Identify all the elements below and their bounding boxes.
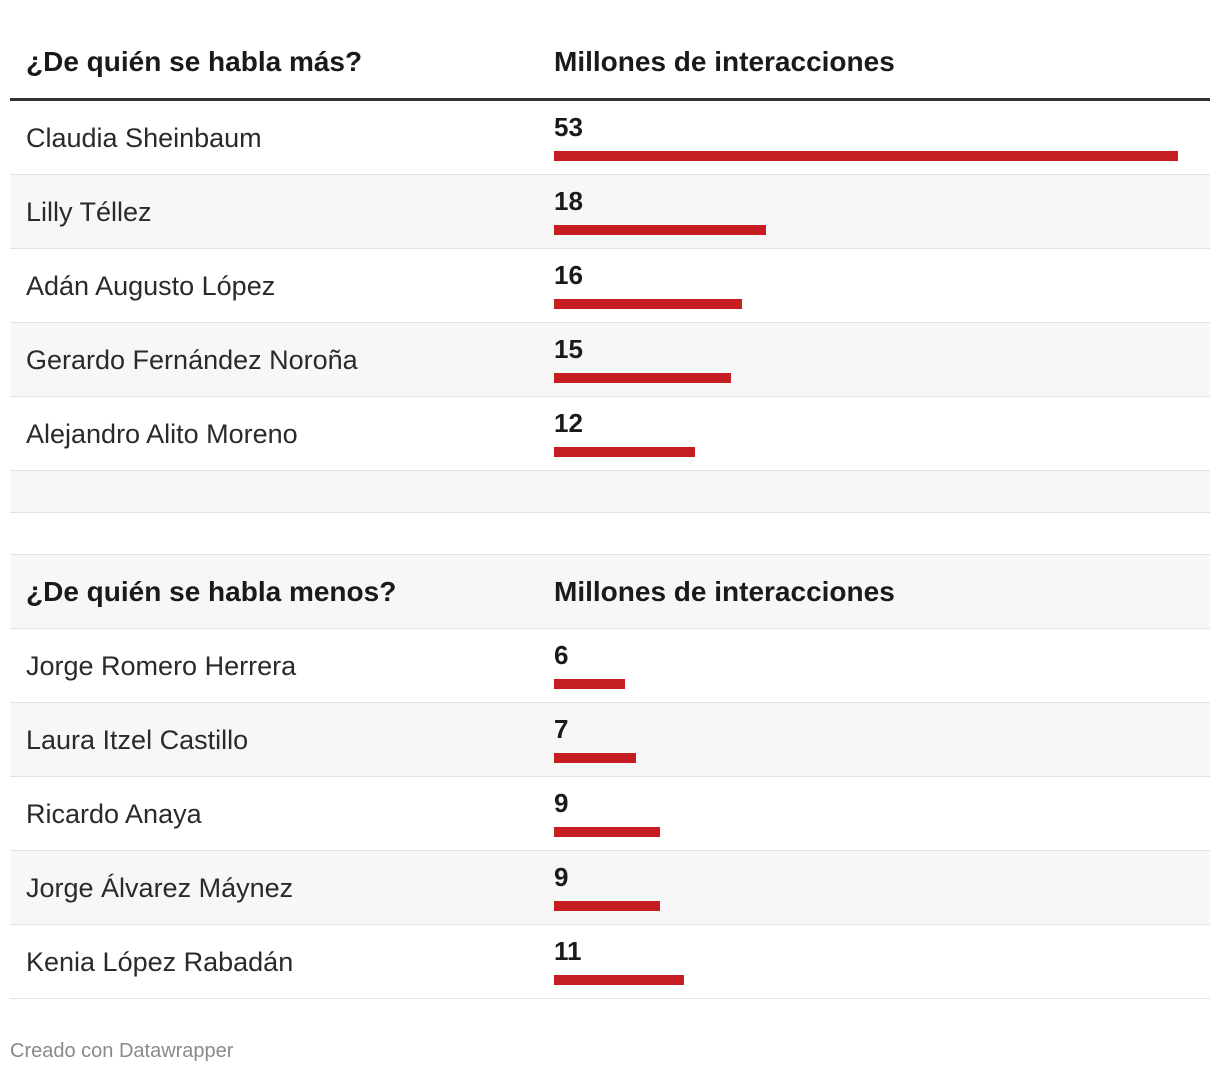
row-value-label: 7 <box>554 714 569 744</box>
bar <box>554 373 731 383</box>
table-row: Lilly Téllez 18 <box>10 175 1210 249</box>
table-section-top: Claudia Sheinbaum 53 Lilly Téllez 18 Adán Au… <box>10 101 1210 471</box>
row-name: Jorge Álvarez Máynez <box>26 873 294 903</box>
spacer-row <box>10 513 1210 555</box>
table-header-top: ¿De quién se habla más? Millones de inte… <box>10 0 1210 101</box>
table-row: Alejandro Alito Moreno 12 <box>10 397 1210 471</box>
row-value-label: 53 <box>554 112 583 142</box>
row-value-label: 15 <box>554 334 583 364</box>
footer-credit: Creado con Datawrapper <box>10 1040 234 1062</box>
bar <box>554 679 625 689</box>
row-name: Ricardo Anaya <box>26 799 202 829</box>
table-row: Jorge Álvarez Máynez 9 <box>10 851 1210 925</box>
bar <box>554 225 766 235</box>
bar <box>554 975 684 985</box>
table-row: Kenia López Rabadán 11 <box>10 925 1210 999</box>
table-row: Claudia Sheinbaum 53 <box>10 101 1210 175</box>
row-name: Kenia López Rabadán <box>26 947 294 977</box>
table: ¿De quién se habla más? Millones de inte… <box>10 0 1210 999</box>
bar <box>554 827 660 837</box>
row-value-label: 9 <box>554 788 569 818</box>
row-name: Alejandro Alito Moreno <box>26 419 298 449</box>
row-value-label: 6 <box>554 640 569 670</box>
table-row: Ricardo Anaya 9 <box>10 777 1210 851</box>
row-value-label: 18 <box>554 186 583 216</box>
bar <box>554 299 742 309</box>
header-name-column: ¿De quién se habla más? <box>26 46 363 77</box>
row-value-label: 16 <box>554 260 583 290</box>
bar <box>554 447 695 457</box>
row-value-label: 9 <box>554 862 569 892</box>
spacer-row <box>10 471 1210 513</box>
row-name: Gerardo Fernández Noroña <box>26 345 358 375</box>
table-row: Jorge Romero Herrera 6 <box>10 629 1210 703</box>
row-value-label: 12 <box>554 408 583 438</box>
row-value-label: 11 <box>554 936 582 966</box>
row-name: Laura Itzel Castillo <box>26 725 249 755</box>
header-value-column: Millones de interacciones <box>554 576 895 607</box>
row-name: Claudia Sheinbaum <box>26 123 262 153</box>
row-name: Lilly Téllez <box>26 197 152 227</box>
table-row: Adán Augusto López 16 <box>10 249 1210 323</box>
table-section-bottom: Jorge Romero Herrera 6 Laura Itzel Castill… <box>10 629 1210 999</box>
table-header-bottom: ¿De quién se habla menos? Millones de in… <box>10 555 1210 629</box>
row-name: Adán Augusto López <box>26 271 276 301</box>
table-row: Laura Itzel Castillo 7 <box>10 703 1210 777</box>
bar <box>554 901 660 911</box>
bar <box>554 753 636 763</box>
row-name: Jorge Romero Herrera <box>26 651 297 681</box>
header-value-column: Millones de interacciones <box>554 46 895 77</box>
table-row: Gerardo Fernández Noroña 15 <box>10 323 1210 397</box>
bar <box>554 151 1178 161</box>
header-name-column: ¿De quién se habla menos? <box>26 576 397 607</box>
